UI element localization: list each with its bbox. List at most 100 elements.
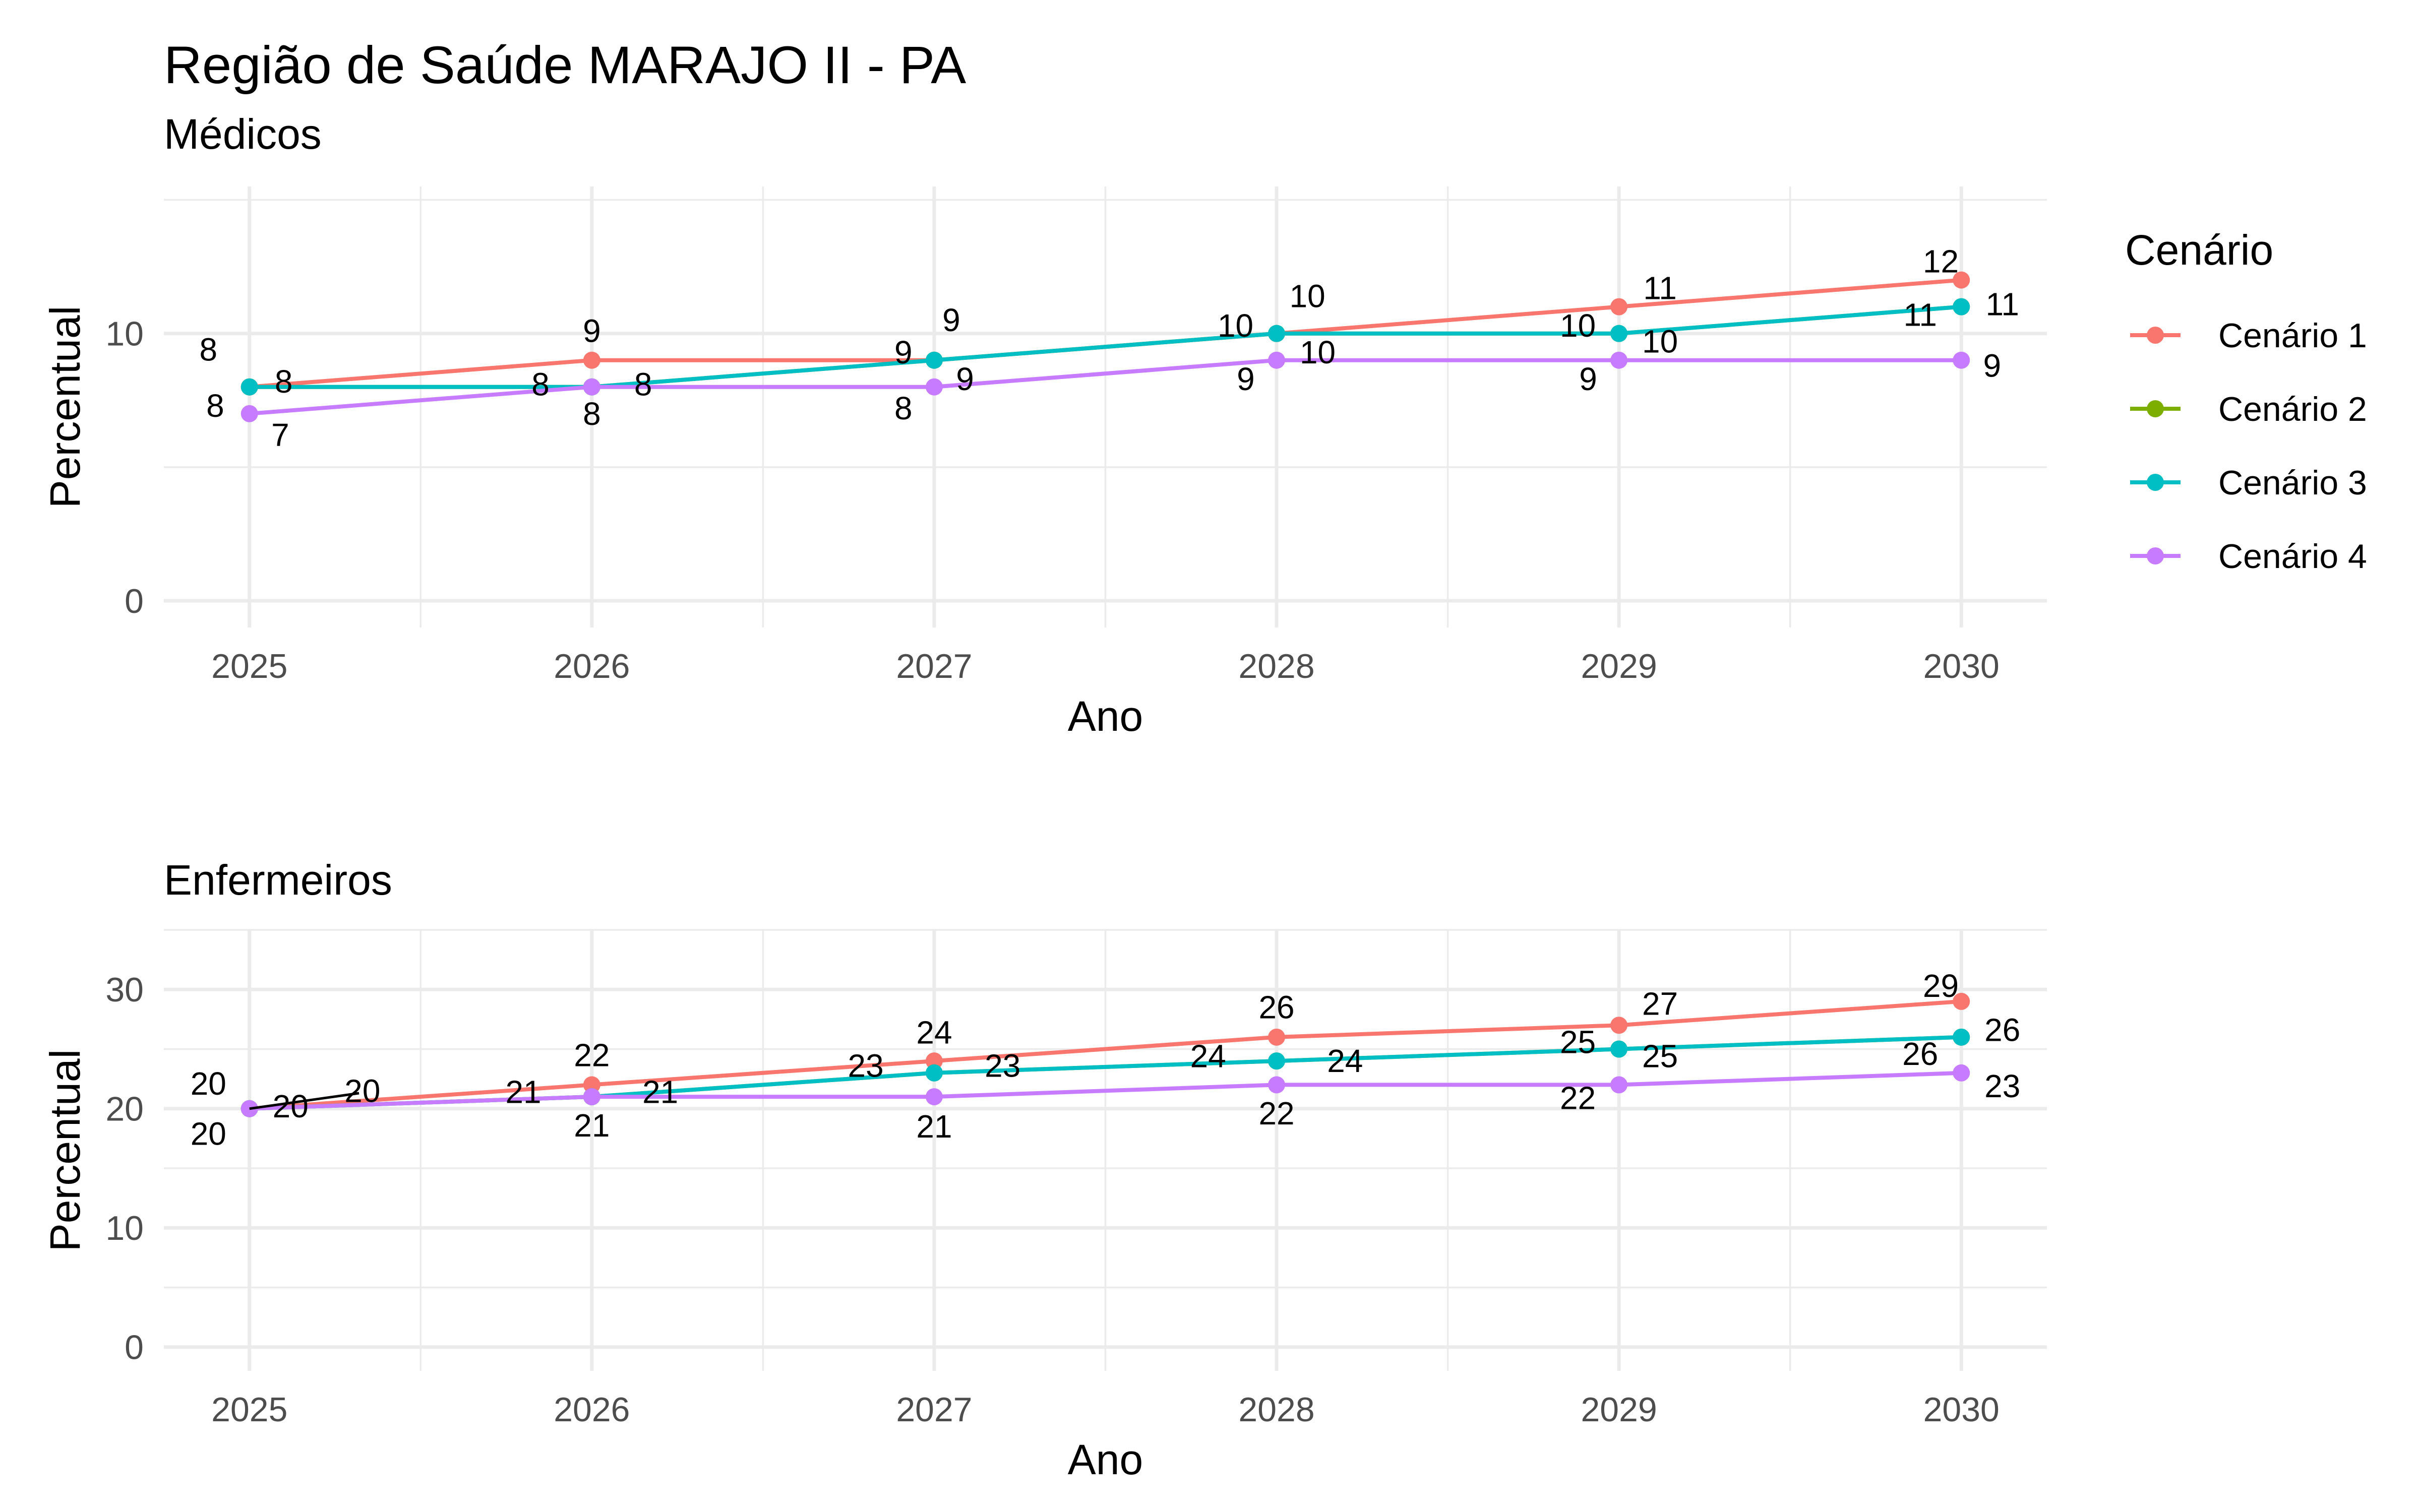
data-label: 20 — [344, 1073, 380, 1109]
series-line — [249, 1070, 1962, 1111]
x-tick-label: 2025 — [211, 1391, 287, 1429]
data-point — [1610, 1076, 1628, 1094]
data-label: 8 — [583, 396, 601, 432]
legend-key-point — [2147, 327, 2164, 344]
x-tick-label: 2028 — [1238, 1391, 1314, 1429]
data-label: 10 — [1290, 278, 1325, 314]
data-point — [1268, 1076, 1286, 1094]
data-point — [1610, 351, 1628, 369]
y-axis-title: Percentual — [41, 306, 89, 509]
legend-key-point — [2147, 400, 2164, 417]
data-point — [1953, 1028, 1970, 1046]
y-tick-label: 10 — [105, 315, 144, 353]
data-label: 23 — [985, 1048, 1020, 1084]
data-point — [925, 351, 943, 369]
legend-item: Cenário 4 — [2130, 537, 2367, 576]
x-tick-label: 2026 — [554, 1391, 630, 1429]
data-point — [1953, 298, 1970, 316]
data-label: 9 — [1237, 361, 1255, 397]
data-point — [1953, 271, 1970, 289]
data-label: 8 — [275, 363, 293, 400]
data-label: 11 — [1985, 286, 2019, 322]
data-point — [583, 351, 600, 369]
data-label: 9 — [942, 302, 960, 338]
legend-label: Cenário 3 — [2218, 464, 2367, 502]
data-label: 10 — [1218, 307, 1253, 344]
data-point — [1953, 1064, 1970, 1082]
data-label: 8 — [206, 388, 224, 424]
data-point — [583, 378, 600, 396]
data-label: 21 — [574, 1107, 610, 1144]
data-label: 7 — [271, 417, 289, 453]
legend-label: Cenário 4 — [2218, 537, 2367, 576]
panel-1: Médicos 2025 2026 2027 2028 2029 2030 0 10 Ano Per… — [41, 110, 2047, 740]
data-label: 21 — [916, 1108, 952, 1145]
data-label: 9 — [1579, 361, 1597, 397]
x-axis-title: Ano — [1068, 692, 1143, 740]
data-point — [583, 1088, 600, 1106]
data-point — [925, 1052, 943, 1070]
series-line — [249, 358, 1962, 416]
data-label: 26 — [1984, 1012, 2020, 1048]
x-tick-label: 2030 — [1923, 647, 2000, 685]
legend-key-point — [2147, 547, 2164, 564]
data-label: 20 — [273, 1088, 309, 1124]
data-label: 10 — [1642, 324, 1678, 360]
data-label: 23 — [1984, 1068, 2020, 1104]
data-point — [240, 378, 258, 396]
data-label: 25 — [1642, 1038, 1678, 1075]
data-point — [1610, 1040, 1628, 1058]
data-label: 8 — [531, 366, 550, 402]
data-label: 11 — [1904, 297, 1937, 333]
series-line — [249, 999, 1962, 1111]
data-label: 23 — [848, 1048, 884, 1084]
legend-item: Cenário 3 — [2130, 464, 2367, 502]
x-tick-label: 2025 — [211, 647, 287, 685]
data-point — [925, 1088, 943, 1106]
y-tick-label: 10 — [105, 1209, 144, 1247]
data-label: 27 — [1642, 986, 1678, 1022]
x-axis-title: Ano — [1068, 1436, 1143, 1483]
data-point — [1610, 325, 1628, 342]
data-point — [1610, 298, 1628, 316]
y-tick-label: 30 — [105, 971, 144, 1009]
data-label: 9 — [583, 312, 601, 349]
data-label: 22 — [574, 1037, 610, 1073]
y-tick-label: 0 — [125, 582, 144, 620]
series-4 — [240, 351, 1970, 422]
data-point — [583, 1076, 600, 1094]
data-label: 20 — [191, 1065, 226, 1102]
data-point — [1953, 992, 1970, 1010]
data-label: 24 — [916, 1014, 952, 1050]
y-axis-title: Percentual — [41, 1049, 89, 1252]
data-label: 29 — [1923, 968, 1959, 1004]
series-line — [249, 304, 1962, 389]
y-tick-label: 20 — [105, 1090, 144, 1128]
chart-title: Região de Saúde MARAJO II - PA — [164, 36, 966, 95]
data-label: 12 — [1923, 243, 1959, 279]
data-label: 10 — [1300, 334, 1336, 370]
data-label: 21 — [642, 1074, 678, 1110]
data-label: 8 — [199, 331, 217, 367]
legend-items: Cenário 1 Cenário 2 Cenário 3 Cenário 4 — [2130, 317, 2367, 576]
data-label: 26 — [1902, 1036, 1938, 1072]
data-label: 22 — [1560, 1080, 1596, 1116]
x-tick-label: 2029 — [1581, 1391, 1657, 1429]
data-point — [1268, 325, 1286, 342]
data-label: 24 — [1190, 1038, 1226, 1075]
data-label: 21 — [505, 1074, 541, 1110]
data-point — [1268, 351, 1286, 369]
data-label: 26 — [1258, 989, 1294, 1026]
data-label: 25 — [1560, 1024, 1596, 1060]
data-label: 9 — [894, 334, 913, 370]
data-label: 9 — [1983, 347, 2002, 384]
legend-label: Cenário 2 — [2218, 390, 2367, 428]
legend-item: Cenário 1 — [2130, 317, 2367, 355]
series-4 — [240, 1064, 1970, 1117]
x-tick-label: 2027 — [896, 647, 972, 685]
data-labels: 20 20 20 20 22 21 21 21 24 23 23 21 26 24 24 22 27 25 25 22… — [191, 968, 2021, 1152]
